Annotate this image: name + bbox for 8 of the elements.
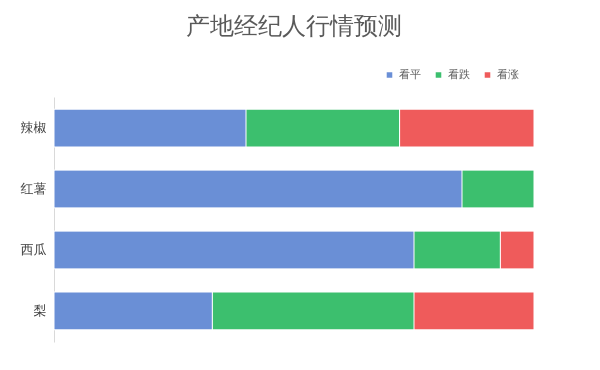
y-tick-label: 辣椒 <box>20 121 46 136</box>
y-tick-label: 红薯 <box>20 182 46 198</box>
legend-label: 看平 <box>399 68 421 81</box>
chart-title: 产地经纪人行情预测 <box>186 12 402 40</box>
y-tick-label: 西瓜 <box>20 242 46 258</box>
y-tick-label: 梨 <box>34 304 46 319</box>
legend-label: 看跌 <box>448 68 470 81</box>
legend-label: 看涨 <box>497 68 519 81</box>
